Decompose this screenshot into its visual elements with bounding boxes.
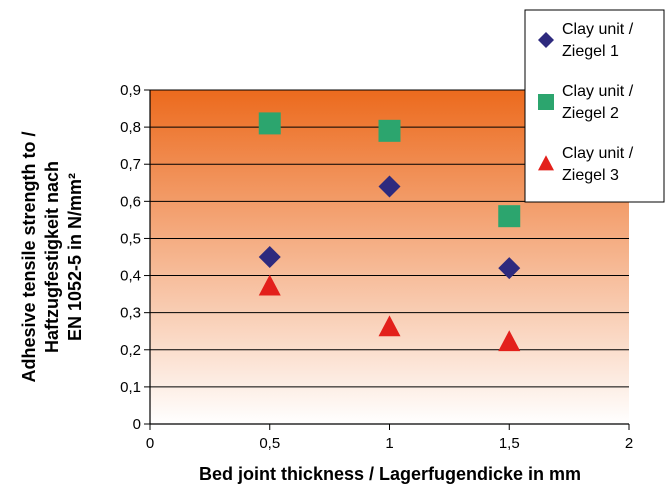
y-tick-label-3: 0,3	[120, 305, 141, 322]
point-series-2-2	[378, 119, 401, 142]
data-points	[258, 112, 521, 352]
point-series-3-3	[498, 330, 521, 352]
x-tick-label-4: 2	[625, 435, 633, 452]
legend-label-1-2: Ziegel 1	[562, 43, 619, 60]
legend-label-3-1: Clay unit /	[562, 145, 634, 162]
x-tick-labels: 0 0,5 1 1,5 2	[146, 424, 633, 452]
point-series-1-1	[258, 246, 281, 268]
x-tick-label-2: 1	[385, 435, 393, 452]
y-tick-label-1: 0,1	[120, 379, 141, 396]
y-tick-label-6: 0,6	[120, 193, 141, 210]
point-series-1-3	[498, 257, 521, 280]
y-tick-label-2: 0,2	[120, 342, 141, 359]
point-series-3-1	[258, 274, 281, 296]
x-tick-label-1: 0,5	[259, 435, 280, 452]
y-tick-label-0: 0	[133, 416, 141, 433]
point-series-3-2	[378, 315, 401, 337]
point-series-1-2	[378, 175, 401, 198]
y-tick-label-9: 0,9	[120, 82, 141, 99]
legend-label-2-1: Clay unit /	[562, 83, 634, 100]
x-tick-label-3: 1,5	[499, 435, 520, 452]
legend-label-2-2: Ziegel 2	[562, 105, 619, 122]
x-axis-title: Bed joint thickness / Lagerfugendicke in…	[199, 464, 581, 484]
point-series-2-3	[498, 205, 521, 228]
legend: Clay unit / Ziegel 1 Clay unit / Ziegel 2 Cl…	[524, 9, 665, 203]
x-tick-label-0: 0	[146, 435, 154, 452]
legend-label-1-1: Clay unit /	[562, 21, 634, 38]
legend-marker-2	[538, 94, 554, 110]
legend-marker-1	[538, 32, 554, 48]
legend-label-3-2: Ziegel 3	[562, 167, 619, 184]
y-axis-title: Adhesive tensile strength to / Haftzugfes…	[19, 131, 85, 382]
y-tick-label-8: 0,8	[120, 119, 141, 136]
y-tick-label-4: 0,4	[120, 268, 141, 285]
y-tick-label-5: 0,5	[120, 230, 141, 247]
point-series-2-1	[258, 112, 281, 135]
legend-marker-3	[538, 155, 554, 171]
y-axis-title-line-0: Adhesive tensile strength to /	[19, 131, 39, 382]
y-axis-title-line-2: EN 1052-5 in N/mm²	[65, 173, 85, 341]
y-tick-label-7: 0,7	[120, 156, 141, 173]
y-axis-title-line-1: Haftzugfestigkeit nach	[42, 161, 62, 353]
y-tick-labels: 0 0,1 0,2 0,3 0,4 0,5 0,6 0,7 0,8 0,9	[120, 82, 150, 433]
